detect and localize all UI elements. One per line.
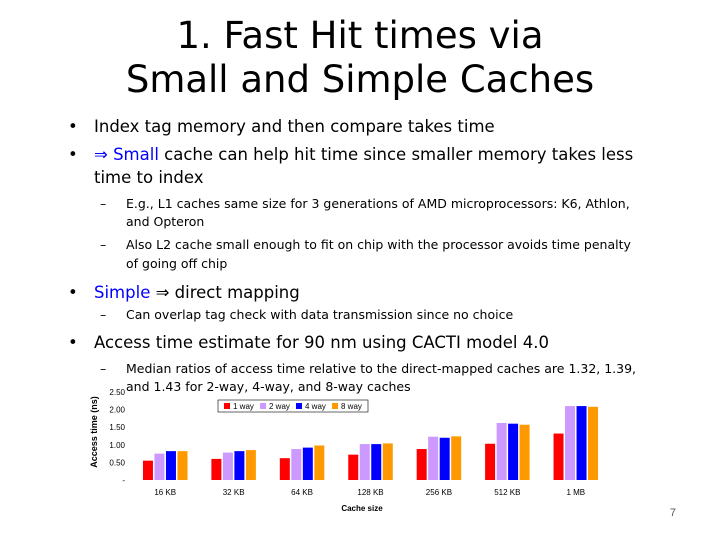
sub-dash: –: [100, 237, 107, 252]
bar-2-way-256-KB: [428, 436, 439, 480]
y-tick-label: 1.00: [109, 441, 125, 450]
bullet-dot: •: [68, 333, 78, 352]
sub-bullet-text: Median ratios of access time relative to…: [126, 361, 637, 376]
bar-2-way-1-MB: [565, 406, 576, 480]
x-tick-label: 512 KB: [494, 488, 520, 497]
sub-dash: –: [100, 307, 107, 322]
bar-1-way-128-KB: [348, 454, 359, 480]
legend-box: [217, 399, 369, 413]
implies-symbol: ⇒: [155, 283, 170, 302]
title-line-2: Small and Simple Caches: [125, 58, 595, 101]
bar-4-way-16-KB: [165, 451, 176, 480]
sub-bullet-text: E.g., L1 caches same size for 3 generati…: [126, 196, 630, 211]
sub-bullet-text: and Opteron: [126, 214, 205, 229]
bar-2-way-16-KB: [154, 453, 165, 480]
bullet-dot: •: [68, 283, 78, 302]
bullet-2-rest: cache can help hit time since smaller me…: [164, 145, 634, 164]
y-tick-label: 2.50: [109, 388, 125, 397]
bullet-4-text: Access time estimate for 90 nm using CAC…: [94, 333, 549, 352]
legend-swatch: [296, 403, 302, 409]
bullet-dot: •: [68, 117, 78, 136]
y-tick-label: -: [122, 476, 125, 485]
sub-bullet-text: Can overlap tag check with data transmis…: [126, 307, 514, 322]
bullet-2-line-1: ⇒ Small cache can help hit time since sm…: [94, 143, 633, 166]
legend-label: 8 way: [341, 402, 362, 411]
bar-4-way-128-KB: [371, 444, 382, 480]
y-axis-label: Access time (ns): [89, 396, 99, 468]
bullet-3-accent: Simple: [94, 283, 151, 302]
legend-label: 2 way: [269, 402, 290, 411]
sub-dash: –: [100, 196, 107, 211]
x-tick-label: 1 MB: [566, 488, 585, 497]
bar-1-way-256-KB: [416, 449, 427, 480]
bar-8-way-256-KB: [451, 436, 462, 480]
bullet-dot: •: [68, 145, 78, 164]
bar-2-way-32-KB: [222, 452, 233, 480]
legend-label: 1 way: [233, 402, 254, 411]
implies-symbol: ⇒: [94, 145, 108, 164]
y-tick-label: 1.50: [109, 423, 125, 432]
bar-1-way-32-KB: [211, 458, 222, 480]
x-tick-label: 64 KB: [291, 488, 313, 497]
x-tick-label: 256 KB: [426, 488, 452, 497]
bar-1-way-512-KB: [485, 443, 496, 480]
bar-1-way-64-KB: [279, 458, 290, 480]
slide-title: 1. Fast Hit times via Small and Simple C…: [0, 14, 720, 102]
bullet-1-text: Index tag memory and then compare takes …: [94, 117, 495, 136]
x-axis-label: Cache size: [341, 504, 383, 513]
y-tick-label: 2.00: [109, 406, 125, 415]
bar-8-way-512-KB: [519, 424, 530, 480]
y-tick-label: 0.50: [109, 458, 125, 467]
bullet-3-line: Simple ⇒ direct mapping: [94, 281, 300, 304]
bar-8-way-64-KB: [314, 445, 325, 480]
sub-bullet-text: and 1.43 for 2-way, 4-way, and 8-way cac…: [126, 379, 411, 394]
bar-2-way-128-KB: [359, 444, 370, 480]
bar-4-way-256-KB: [439, 437, 450, 480]
x-tick-label: 32 KB: [223, 488, 245, 497]
bar-4-way-1-MB: [576, 406, 587, 480]
bar-2-way-512-KB: [496, 422, 507, 480]
legend-swatch: [260, 403, 266, 409]
bar-4-way-512-KB: [508, 423, 519, 480]
bar-2-way-64-KB: [291, 449, 302, 480]
sub-dash: –: [100, 361, 107, 376]
legend-label: 4 way: [305, 402, 326, 411]
legend-swatch: [332, 403, 338, 409]
bar-4-way-64-KB: [302, 447, 313, 480]
title-line-1: 1. Fast Hit times via: [176, 14, 544, 57]
bar-1-way-1-MB: [553, 433, 564, 480]
bar-1-way-16-KB: [142, 460, 153, 480]
sub-bullet-text: of going off chip: [126, 256, 228, 271]
bar-8-way-1-MB: [588, 406, 599, 480]
bullet-2-line-2: time to index: [94, 168, 204, 187]
x-tick-label: 128 KB: [357, 488, 383, 497]
bar-8-way-32-KB: [245, 450, 256, 480]
sub-bullet-text: Also L2 cache small enough to fit on chi…: [126, 237, 631, 252]
bullet-2-accent: Small: [113, 145, 159, 164]
bullet-3-rest: direct mapping: [174, 283, 300, 302]
bar-8-way-128-KB: [382, 443, 393, 480]
x-tick-label: 16 KB: [154, 488, 176, 497]
bar-8-way-16-KB: [177, 451, 188, 480]
legend-swatch: [224, 403, 230, 409]
bar-4-way-32-KB: [234, 451, 245, 480]
slide-number: 7: [669, 507, 676, 519]
